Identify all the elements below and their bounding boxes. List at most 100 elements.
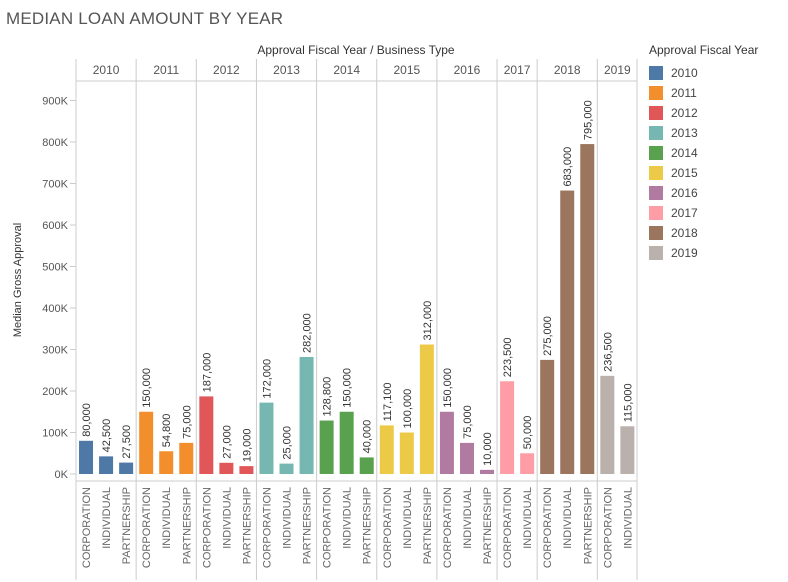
value-labels: 80,000 42,500 27,500 150,000 54,800 75,000 187… xyxy=(81,100,634,466)
legend-label: 2010 xyxy=(671,66,698,80)
category-label: INDIVIDUAL xyxy=(562,487,574,549)
value-label: 54,800 xyxy=(161,414,173,448)
value-label: 187,000 xyxy=(201,353,213,393)
value-label: 150,000 xyxy=(141,368,153,408)
legend-item-2012[interactable]: 2012 xyxy=(649,103,758,123)
value-label: 150,000 xyxy=(342,368,354,408)
bar-2017-individual xyxy=(520,453,535,474)
bar-2015-partnership xyxy=(419,344,434,474)
category-label: CORPORATION xyxy=(322,487,334,568)
legend-item-2010[interactable]: 2010 xyxy=(649,63,758,83)
bar-2011-individual xyxy=(159,451,174,474)
legend-swatch xyxy=(649,206,663,220)
bar-2010-individual xyxy=(99,456,114,474)
bars xyxy=(79,144,635,474)
legend-label: 2015 xyxy=(671,166,698,180)
legend-label: 2018 xyxy=(671,226,698,240)
bar-2011-partnership xyxy=(179,442,194,474)
legend-label: 2016 xyxy=(671,186,698,200)
year-header-2017: 2017 xyxy=(504,63,531,77)
legend-item-2019[interactable]: 2019 xyxy=(649,243,758,263)
category-label: CORPORATION xyxy=(502,487,514,568)
category-label: CORPORATION xyxy=(602,487,614,568)
y-tick-label: 300K xyxy=(42,345,68,357)
category-label: PARTNERSHIP xyxy=(482,487,494,564)
category-label: PARTNERSHIP xyxy=(121,487,133,564)
year-header-2015: 2015 xyxy=(393,63,420,77)
category-label: INDIVIDUAL xyxy=(282,487,294,549)
category-label: CORPORATION xyxy=(261,487,273,568)
bar-2016-corporation xyxy=(439,411,454,474)
value-label: 236,500 xyxy=(602,332,614,372)
category-label: PARTNERSHIP xyxy=(422,487,434,564)
category-label: CORPORATION xyxy=(442,487,454,568)
value-label: 27,000 xyxy=(221,425,233,459)
category-label: PARTNERSHIP xyxy=(362,487,374,564)
bar-2012-partnership xyxy=(239,466,254,474)
value-label: 25,000 xyxy=(282,426,294,460)
category-label: CORPORATION xyxy=(542,487,554,568)
bar-2015-corporation xyxy=(379,425,394,474)
legend-item-2016[interactable]: 2016 xyxy=(649,183,758,203)
value-label: 115,000 xyxy=(622,383,634,422)
y-tick-label: 600K xyxy=(42,220,68,232)
bar-2013-individual xyxy=(279,463,294,474)
category-label: CORPORATION xyxy=(81,487,93,568)
column-header: Approval Fiscal Year / Business Type xyxy=(257,43,455,57)
bar-2015-individual xyxy=(399,432,414,474)
year-header-2019: 2019 xyxy=(604,63,631,77)
legend-item-2018[interactable]: 2018 xyxy=(649,223,758,243)
value-label: 75,000 xyxy=(181,405,193,439)
y-tick-label: 500K xyxy=(42,262,68,274)
value-label: 100,000 xyxy=(402,389,414,429)
year-header-2012: 2012 xyxy=(213,63,240,77)
bar-2018-partnership xyxy=(580,144,595,474)
y-tick-label: 700K xyxy=(42,179,68,191)
bar-2014-partnership xyxy=(359,457,374,474)
legend-item-2017[interactable]: 2017 xyxy=(649,203,758,223)
legend-label: 2017 xyxy=(671,206,698,220)
legend-items: 2010 2011 2012 2013 2014 2015 2016 2017 2018 2019 xyxy=(649,63,758,263)
legend-swatch xyxy=(649,66,663,80)
category-label: INDIVIDUAL xyxy=(101,487,113,549)
y-tick-label: 100K xyxy=(42,428,68,440)
category-label: PARTNERSHIP xyxy=(582,487,594,564)
value-label: 75,000 xyxy=(462,405,474,439)
value-label: 683,000 xyxy=(562,147,574,187)
value-label: 80,000 xyxy=(81,403,93,437)
legend-swatch xyxy=(649,146,663,160)
bar-2018-corporation xyxy=(540,359,555,474)
category-label: PARTNERSHIP xyxy=(181,487,193,564)
legend: Approval Fiscal Year 2010 2011 2012 2013 201… xyxy=(649,43,758,263)
category-labels: CORPORATION INDIVIDUAL PARTNERSHIP CORPORAT… xyxy=(81,487,634,568)
value-label: 40,000 xyxy=(362,420,374,454)
value-label: 19,000 xyxy=(241,428,253,462)
category-label: INDIVIDUAL xyxy=(462,487,474,549)
year-headers: 2010 2011 2012 2013 2014 2015 2016 2017 2018 2019 xyxy=(93,63,631,77)
bar-2011-corporation xyxy=(139,411,154,474)
category-label: CORPORATION xyxy=(201,487,213,568)
y-axis: 0K 100K 200K 300K 400K 500K 600K 700K 800K 900K xyxy=(42,96,76,481)
bar-2013-corporation xyxy=(259,402,274,474)
legend-item-2014[interactable]: 2014 xyxy=(649,143,758,163)
category-label: INDIVIDUAL xyxy=(402,487,414,549)
bar-2012-individual xyxy=(219,462,234,474)
category-label: INDIVIDUAL xyxy=(622,487,634,549)
legend-swatch xyxy=(649,166,663,180)
year-header-2016: 2016 xyxy=(454,63,481,77)
legend-item-2015[interactable]: 2015 xyxy=(649,163,758,183)
y-tick-label: 800K xyxy=(42,137,68,149)
category-label: INDIVIDUAL xyxy=(161,487,173,549)
legend-swatch xyxy=(649,246,663,260)
legend-item-2011[interactable]: 2011 xyxy=(649,83,758,103)
value-label: 150,000 xyxy=(442,368,454,408)
legend-swatch xyxy=(649,86,663,100)
legend-swatch xyxy=(649,186,663,200)
year-header-2011: 2011 xyxy=(153,63,179,77)
bar-2018-individual xyxy=(560,190,575,474)
legend-item-2013[interactable]: 2013 xyxy=(649,123,758,143)
legend-label: 2011 xyxy=(671,86,697,100)
legend-swatch xyxy=(649,226,663,240)
category-label: INDIVIDUAL xyxy=(221,487,233,549)
y-tick-label: 400K xyxy=(42,303,68,315)
